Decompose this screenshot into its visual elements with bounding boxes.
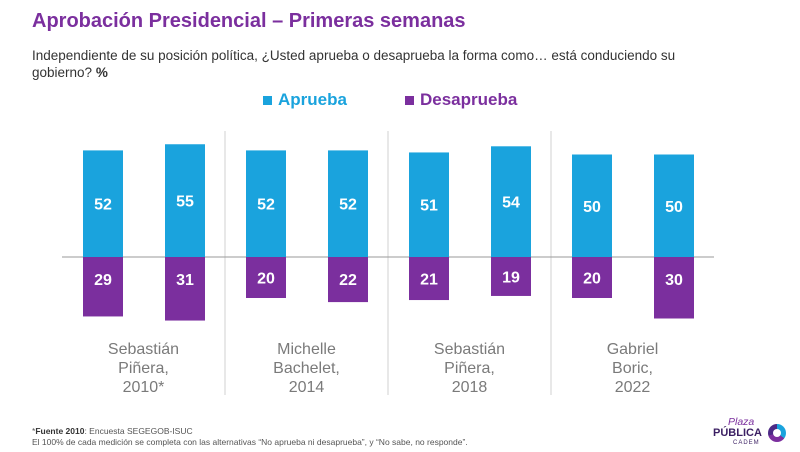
group-label: 2018 bbox=[452, 379, 488, 396]
bar-aprueba bbox=[246, 150, 286, 257]
value-label-desaprueba: 19 bbox=[502, 269, 520, 286]
subtitle-question: Independiente de su posición política, ¿… bbox=[32, 48, 676, 80]
completion-note: El 100% de cada medición se completa con… bbox=[32, 437, 468, 447]
plaza-publica-logo: Plaza PÚBLICA CADEM bbox=[700, 416, 792, 450]
bar-desaprueba bbox=[246, 257, 286, 298]
group-label: Bachelet, bbox=[273, 360, 340, 377]
bar-desaprueba bbox=[654, 257, 694, 319]
bar-aprueba bbox=[654, 154, 694, 257]
value-label-desaprueba: 20 bbox=[257, 271, 275, 288]
bar-aprueba bbox=[328, 150, 368, 257]
value-label-aprueba: 50 bbox=[665, 199, 683, 216]
group-label: 2014 bbox=[289, 379, 325, 396]
bar-desaprueba bbox=[328, 257, 368, 303]
value-label-aprueba: 52 bbox=[257, 197, 275, 214]
value-label-desaprueba: 29 bbox=[94, 272, 112, 289]
value-label-aprueba: 50 bbox=[583, 199, 601, 216]
group-label: Boric, bbox=[612, 360, 653, 377]
logo-line-3: CADEM bbox=[733, 440, 760, 446]
value-label-desaprueba: 22 bbox=[339, 272, 357, 289]
group-label: Sebastián bbox=[434, 341, 505, 358]
bar-desaprueba bbox=[83, 257, 123, 317]
bar-aprueba bbox=[409, 152, 449, 257]
source-note: *Fuente 2010: Encuesta SEGEGOB-ISUC bbox=[32, 426, 468, 437]
legend-item-aprueba: Aprueba bbox=[263, 90, 347, 110]
bar-desaprueba bbox=[165, 257, 205, 321]
group-label: 2022 bbox=[615, 379, 651, 396]
logo-mark-icon bbox=[768, 424, 786, 442]
legend-swatch-aprueba bbox=[263, 95, 272, 105]
bar-aprueba bbox=[165, 144, 205, 257]
group-label: Piñera, bbox=[118, 360, 169, 377]
bar-aprueba bbox=[572, 154, 612, 257]
footer: *Fuente 2010: Encuesta SEGEGOB-ISUC El 1… bbox=[32, 426, 468, 448]
value-label-desaprueba: 20 bbox=[583, 271, 601, 288]
bar-desaprueba bbox=[491, 257, 531, 296]
bar-aprueba bbox=[83, 150, 123, 257]
chart-subtitle: Independiente de su posición política, ¿… bbox=[32, 47, 732, 81]
logo-line-1: Plaza bbox=[728, 416, 755, 428]
bar-desaprueba bbox=[572, 257, 612, 298]
group-label: Gabriel bbox=[607, 341, 659, 358]
group-label: Piñera, bbox=[444, 360, 495, 377]
source-label: Fuente 2010 bbox=[35, 426, 85, 436]
legend-item-desaprueba: Desaprueba bbox=[405, 90, 517, 110]
group-label: 2010* bbox=[123, 379, 165, 396]
value-label-aprueba: 54 bbox=[502, 195, 520, 212]
source-text: : Encuesta SEGEGOB-ISUC bbox=[84, 426, 193, 436]
group-label: Michelle bbox=[277, 341, 336, 358]
value-label-desaprueba: 31 bbox=[176, 272, 194, 289]
bar-aprueba bbox=[491, 146, 531, 257]
logo-line-2: PÚBLICA bbox=[713, 427, 762, 439]
group-label: Sebastián bbox=[108, 341, 179, 358]
source-mark: * bbox=[32, 426, 36, 436]
value-label-aprueba: 51 bbox=[420, 198, 438, 215]
value-label-aprueba: 52 bbox=[94, 197, 112, 214]
bar-desaprueba bbox=[409, 257, 449, 301]
legend-swatch-desaprueba bbox=[405, 95, 414, 105]
chart-title: Aprobación Presidencial – Primeras seman… bbox=[32, 10, 466, 32]
subtitle-unit: % bbox=[95, 65, 108, 80]
legend-label-aprueba: Aprueba bbox=[278, 90, 347, 109]
value-label-desaprueba: 21 bbox=[420, 272, 438, 289]
value-label-aprueba: 55 bbox=[176, 194, 194, 211]
value-label-desaprueba: 30 bbox=[665, 272, 683, 289]
value-label-aprueba: 52 bbox=[339, 197, 357, 214]
legend-label-desaprueba: Desaprueba bbox=[420, 90, 518, 109]
